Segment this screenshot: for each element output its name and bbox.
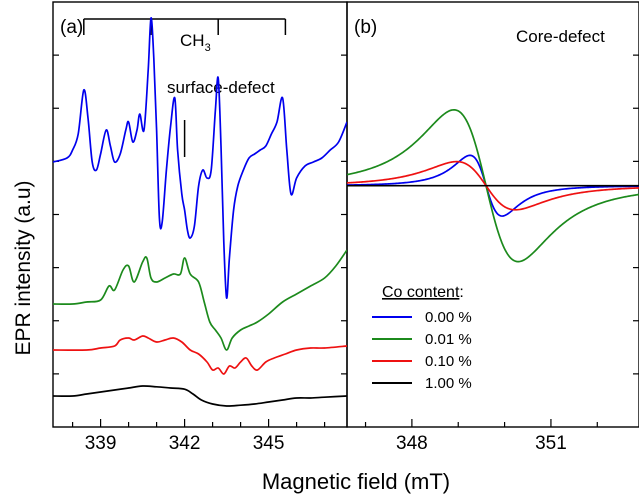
- legend: Co content: 0.00 % 0.01 % 0.10 % 1.00 %: [372, 284, 472, 392]
- series-line: [53, 249, 347, 351]
- legend-label: 1.00 %: [425, 375, 472, 392]
- legend-label: 0.00 %: [425, 309, 472, 326]
- panel-a-frame: [52, 1, 348, 428]
- ch3-label: CH3: [180, 31, 211, 54]
- panel-b-ticks: 348 351: [364, 54, 639, 454]
- panel-a-ticks: 339 342 345: [53, 54, 347, 454]
- series-line: [347, 154, 639, 217]
- series-line: [53, 17, 347, 299]
- x-tick-label: 345: [253, 433, 285, 454]
- legend-label: 0.01 %: [425, 331, 472, 348]
- series-line: [53, 385, 347, 407]
- panel-a-label: (a): [60, 17, 83, 38]
- panel-a-series: [53, 17, 347, 407]
- legend-title: Co content:: [382, 284, 464, 301]
- x-tick-label: 342: [169, 433, 201, 454]
- x-tick-label: 339: [85, 433, 117, 454]
- x-axis-label: Magnetic field (mT): [262, 469, 450, 494]
- series-line: [347, 160, 639, 211]
- legend-label: 0.10 %: [425, 353, 472, 370]
- panel-b-series: [347, 108, 639, 263]
- series-line: [347, 108, 639, 263]
- panel-b-label: (b): [354, 17, 377, 38]
- core-defect-title: Core-defect: [516, 27, 605, 46]
- series-line: [53, 335, 347, 375]
- surface-defect-label: surface-defect: [167, 78, 275, 97]
- y-axis-label: EPR intensity (a.u): [12, 180, 35, 355]
- x-tick-label: 348: [396, 433, 428, 454]
- x-tick-label: 351: [535, 433, 567, 454]
